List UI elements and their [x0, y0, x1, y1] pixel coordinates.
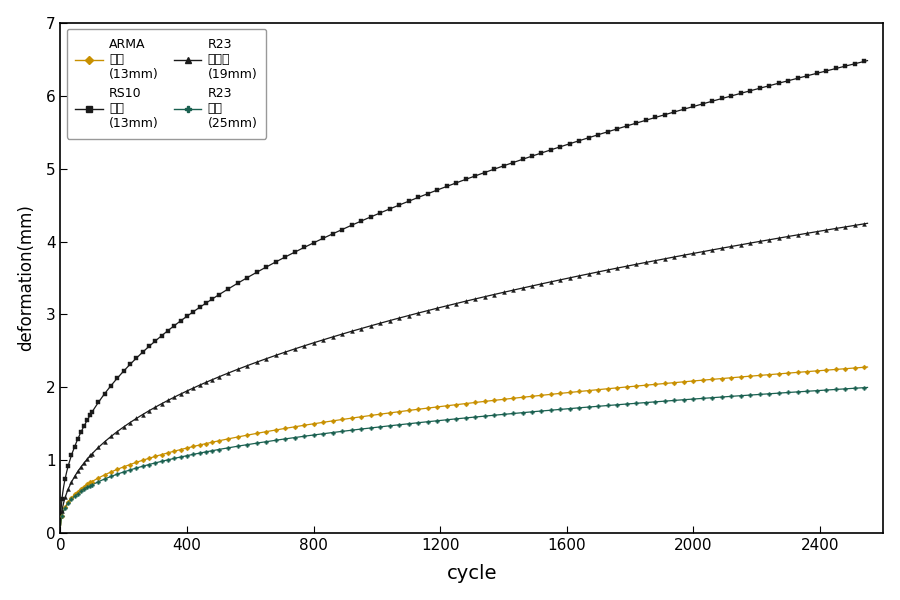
Legend: ARMA
표층
(13mm), RS10
표층
(13mm), R23
중간층
(19mm), R23
기층
(25mm): ARMA 표층 (13mm), RS10 표층 (13mm), R23 중간층 …	[67, 29, 266, 139]
Y-axis label: deformation(mm): deformation(mm)	[17, 205, 35, 352]
X-axis label: cycle: cycle	[446, 565, 497, 583]
